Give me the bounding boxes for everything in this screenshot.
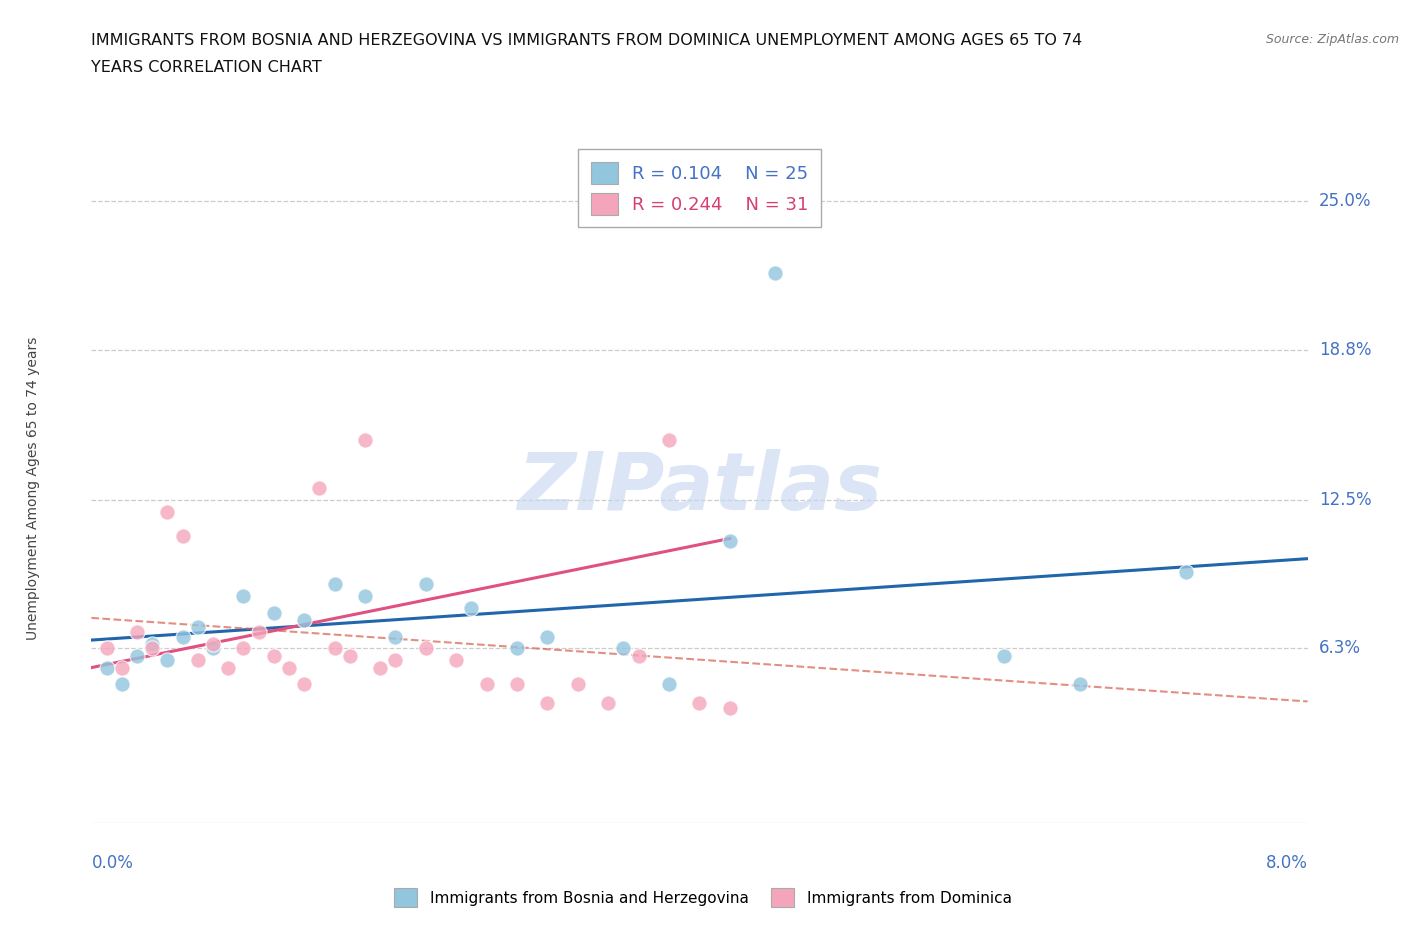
Point [718,534,741,549]
Text: 25.0%: 25.0% [1319,193,1371,210]
Point [658,677,681,692]
Legend: Immigrants from Bosnia and Herzegovina, Immigrants from Dominica: Immigrants from Bosnia and Herzegovina, … [388,883,1018,913]
Point [292,677,315,692]
Text: ZIPatlas: ZIPatlas [517,449,882,527]
Point [202,641,225,656]
Point [323,577,346,591]
Point [460,601,482,616]
Point [156,505,179,520]
Point [96,660,118,675]
Point [1174,565,1197,579]
Point [263,605,285,620]
Point [658,433,681,448]
Point [96,641,118,656]
Point [172,528,194,543]
Point [384,629,406,644]
Point [187,653,209,668]
Point [278,660,301,675]
Point [444,653,467,668]
Point [368,660,391,675]
Text: IMMIGRANTS FROM BOSNIA AND HERZEGOVINA VS IMMIGRANTS FROM DOMINICA UNEMPLOYMENT : IMMIGRANTS FROM BOSNIA AND HERZEGOVINA V… [91,33,1083,47]
Point [506,641,529,656]
Point [141,636,163,651]
Point [232,589,254,604]
Legend: R = 0.104    N = 25, R = 0.244    N = 31: R = 0.104 N = 25, R = 0.244 N = 31 [578,149,821,228]
Point [247,624,270,639]
Point [688,696,710,711]
Point [292,612,315,627]
Text: 12.5%: 12.5% [1319,491,1371,510]
Point [156,653,179,668]
Point [415,641,437,656]
Point [125,624,148,639]
Point [1069,677,1091,692]
Point [506,677,529,692]
Point [187,619,209,634]
Point [232,641,254,656]
Point [993,648,1015,663]
Point [415,577,437,591]
Text: 6.3%: 6.3% [1319,640,1361,658]
Point [627,648,650,663]
Text: Source: ZipAtlas.com: Source: ZipAtlas.com [1265,33,1399,46]
Point [263,648,285,663]
Point [354,433,377,448]
Point [125,648,148,663]
Point [339,648,361,663]
Point [172,629,194,644]
Point [384,653,406,668]
Point [718,701,741,716]
Text: 18.8%: 18.8% [1319,340,1371,359]
Point [536,629,558,644]
Point [567,677,589,692]
Point [217,660,239,675]
Text: 0.0%: 0.0% [91,854,134,871]
Point [612,641,634,656]
Point [765,266,787,281]
Text: 8.0%: 8.0% [1265,854,1308,871]
Point [354,589,377,604]
Point [475,677,498,692]
Point [111,660,134,675]
Point [111,677,134,692]
Point [536,696,558,711]
Point [308,481,330,496]
Point [598,696,620,711]
Point [202,636,225,651]
Text: Unemployment Among Ages 65 to 74 years: Unemployment Among Ages 65 to 74 years [27,337,39,640]
Point [141,641,163,656]
Point [323,641,346,656]
Text: YEARS CORRELATION CHART: YEARS CORRELATION CHART [91,60,322,75]
